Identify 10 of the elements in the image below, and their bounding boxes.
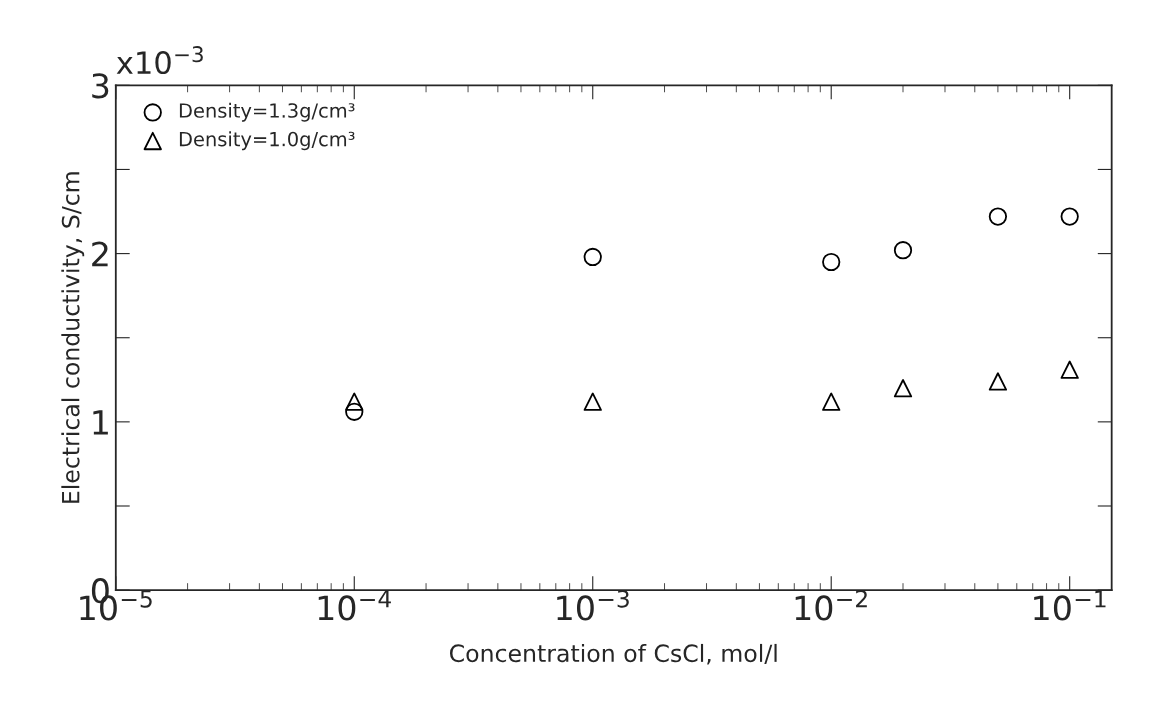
x-tick-label: 10$^{−1}$ (1034, 590, 1106, 621)
legend-label: Density=1.0g/cm³ (179, 131, 355, 151)
legend-label: Density=1.3g/cm³ (179, 102, 355, 122)
y-tick-label: 3 (92, 73, 109, 99)
x-axis-title: Concentration of CsCl, mol/l (449, 643, 777, 665)
y-axis-title: Electrical conductivity, S/cm (61, 172, 85, 503)
y-tick-label: 1 (93, 410, 108, 435)
y-tick-label: 2 (92, 241, 108, 267)
x-tick-label: 10$^{−4}$ (318, 590, 391, 621)
text: x10$^{−3}$ (116, 46, 203, 75)
